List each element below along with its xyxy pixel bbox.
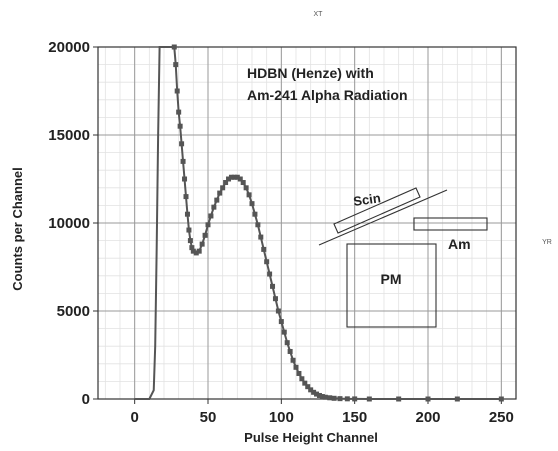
data-point: [319, 394, 325, 400]
series-points: [171, 44, 504, 402]
x-tick-label: 0: [130, 409, 138, 426]
data-point: [220, 185, 226, 191]
data-point: [189, 245, 195, 251]
data-point: [314, 391, 320, 397]
scin-line: [318, 189, 448, 246]
data-point: [255, 222, 261, 228]
pm-box: [346, 243, 437, 328]
y-tick-label: 15000: [48, 127, 90, 144]
x-tick-label: 200: [415, 409, 440, 426]
y-axis: 0 5000 10000 15000 20000: [48, 39, 98, 408]
data-point: [270, 283, 276, 289]
data-point: [331, 395, 337, 401]
data-point: [305, 384, 311, 390]
data-point: [249, 201, 255, 207]
data-point: [217, 190, 223, 196]
detector-diagram: Scin Am PM: [318, 187, 488, 328]
data-point: [278, 319, 284, 325]
scin-label: Scin: [352, 190, 381, 209]
data-point: [293, 364, 299, 370]
x-axis-label: Pulse Height Channel: [244, 430, 378, 445]
data-point: [180, 158, 186, 164]
data-point: [272, 296, 278, 302]
data-point: [252, 211, 258, 217]
y-tick-label: 20000: [48, 39, 90, 56]
data-point: [246, 192, 252, 198]
data-point: [396, 396, 402, 402]
data-point: [287, 348, 293, 354]
data-point: [322, 394, 328, 400]
right-corner-label: YR: [542, 239, 552, 246]
data-point: [264, 259, 270, 265]
am-label: Am: [448, 236, 471, 252]
data-point: [177, 123, 183, 129]
data-point: [240, 180, 246, 186]
data-point: [228, 174, 234, 180]
data-point: [267, 271, 273, 277]
data-point: [454, 396, 460, 402]
x-tick-label: 50: [200, 409, 217, 426]
data-point: [214, 197, 220, 203]
data-point: [366, 396, 372, 402]
data-point: [187, 238, 193, 244]
data-point: [196, 248, 202, 254]
data-point: [208, 213, 214, 219]
data-point: [337, 396, 343, 402]
data-point: [316, 392, 322, 398]
data-point: [425, 396, 431, 402]
y-tick-label: 0: [82, 391, 90, 408]
pm-label: PM: [381, 271, 402, 287]
data-point: [284, 340, 290, 346]
data-point: [174, 88, 180, 94]
y-axis-label: Counts per Channel: [10, 167, 25, 291]
data-point: [352, 396, 358, 402]
data-point: [202, 232, 208, 238]
data-point: [308, 387, 314, 393]
data-point: [344, 396, 350, 402]
x-tick-label: 250: [489, 409, 514, 426]
top-corner-label: XT: [314, 11, 324, 18]
y-tick-label: 5000: [57, 303, 90, 320]
x-tick-label: 150: [342, 409, 367, 426]
data-point: [190, 248, 196, 254]
data-point: [179, 141, 185, 147]
data-point: [275, 308, 281, 314]
data-point: [498, 396, 504, 402]
data-point: [211, 204, 217, 210]
data-point: [176, 109, 182, 115]
data-point: [234, 174, 240, 180]
x-axis: 0 50 100 150 200 250: [130, 399, 514, 426]
data-point: [182, 176, 188, 182]
data-point: [226, 176, 232, 182]
data-point: [186, 227, 192, 233]
chart-title-line-2: Am-241 Alpha Radiation: [247, 87, 408, 103]
data-point: [302, 380, 308, 386]
data-point: [296, 370, 302, 376]
data-point: [261, 246, 267, 252]
data-point: [223, 180, 229, 186]
data-point: [184, 211, 190, 217]
data-point: [173, 62, 179, 68]
data-point: [193, 250, 199, 256]
data-point: [199, 241, 205, 247]
data-point: [183, 194, 189, 200]
x-tick-label: 100: [269, 409, 294, 426]
data-point: [205, 222, 211, 228]
data-point: [243, 185, 249, 191]
data-point: [281, 329, 287, 335]
data-point: [311, 389, 317, 395]
data-point: [258, 234, 264, 240]
data-point: [327, 395, 333, 401]
am-source-box: [413, 217, 488, 231]
data-point: [299, 376, 305, 382]
scintillator-outline: [333, 187, 421, 234]
data-point: [231, 174, 237, 180]
data-point: [290, 357, 296, 363]
data-point: [237, 176, 243, 182]
chart-title-line-1: HDBN (Henze) with: [247, 65, 374, 81]
data-point: [171, 44, 177, 50]
y-tick-label: 10000: [48, 215, 90, 232]
